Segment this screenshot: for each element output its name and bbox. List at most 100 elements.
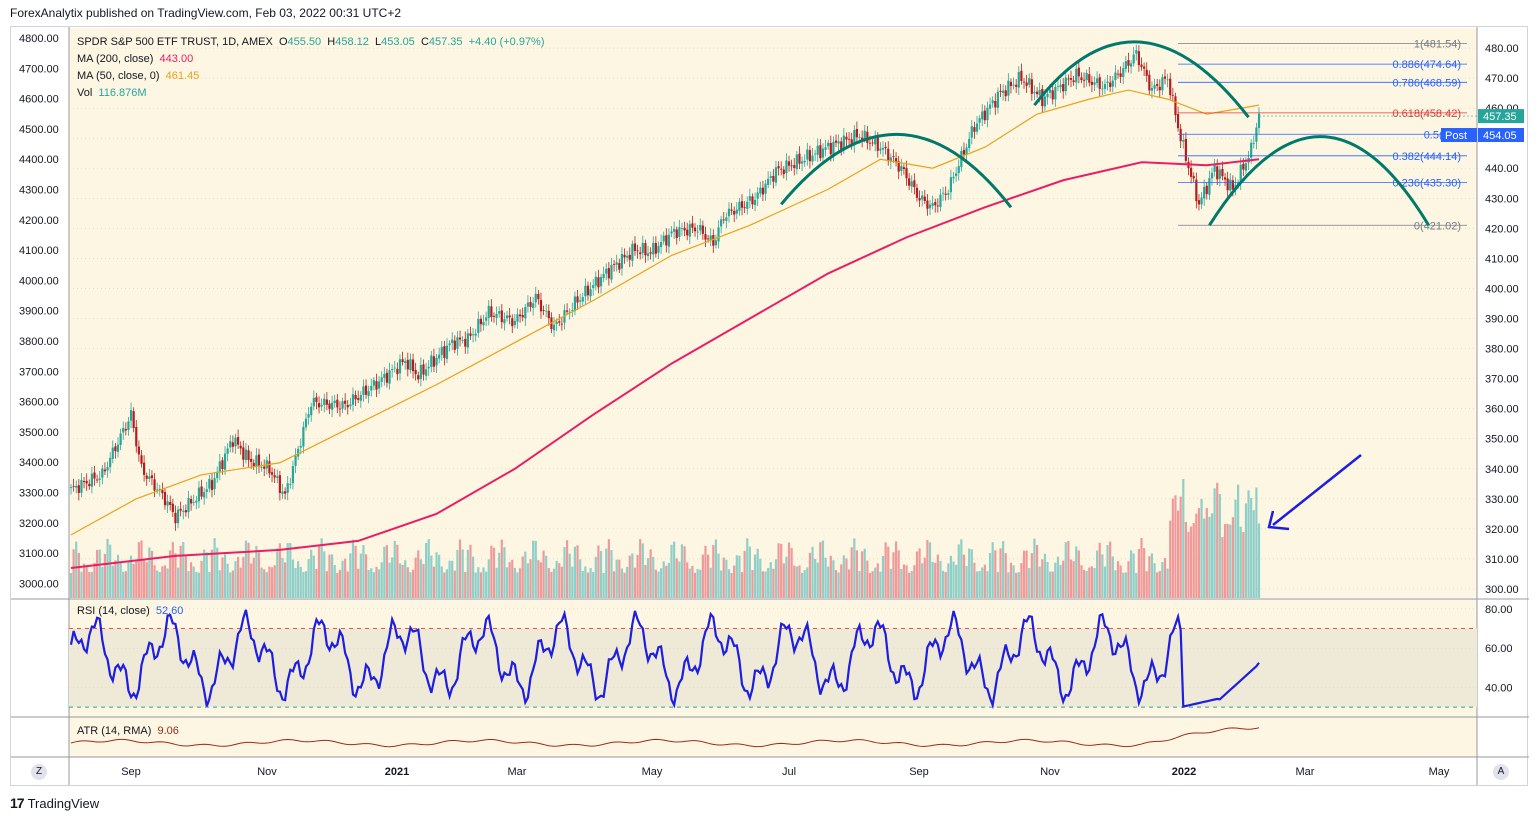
candle-body xyxy=(905,168,908,179)
candle-body xyxy=(787,161,791,166)
candle-body xyxy=(800,161,804,164)
volume-bar xyxy=(101,567,104,598)
candle-body xyxy=(148,476,151,479)
volume-bar xyxy=(654,569,657,598)
candle-body xyxy=(208,478,211,489)
candle-body xyxy=(558,321,561,323)
candle-body xyxy=(161,490,164,494)
candle-body xyxy=(218,461,221,473)
candle-body xyxy=(926,200,929,209)
candle-body xyxy=(1148,74,1151,91)
candle-body xyxy=(383,373,386,378)
legend-symbol[interactable]: SPDR S&P 500 ETF TRUST, 1D, AMEX xyxy=(77,36,273,48)
candle-body xyxy=(88,483,91,487)
volume-bar xyxy=(330,554,334,598)
volume-bar xyxy=(323,551,326,598)
candle-body xyxy=(414,370,417,375)
candle-body xyxy=(534,293,537,303)
candle-body xyxy=(1182,140,1185,142)
candle-body xyxy=(814,153,817,155)
volume-bar xyxy=(973,562,976,598)
candle-body xyxy=(77,485,80,494)
volume-bars xyxy=(69,479,1261,598)
volume-bar xyxy=(1255,487,1258,598)
candle-body xyxy=(485,317,488,321)
volume-bar xyxy=(477,567,480,598)
volume-bar xyxy=(304,571,308,598)
volume-bar xyxy=(599,550,603,598)
volume-bar xyxy=(291,559,295,598)
volume-bar xyxy=(404,560,407,598)
legend-low-label: L xyxy=(375,36,382,48)
candle-body xyxy=(1093,82,1096,85)
candle-body xyxy=(237,437,240,445)
candle-body xyxy=(701,225,704,234)
zoom-button-left[interactable]: Z xyxy=(31,764,47,780)
candle-body xyxy=(291,466,295,484)
rsi-legend[interactable]: RSI (14, close) 52.60 xyxy=(77,605,183,617)
candle-body xyxy=(135,427,138,447)
right-price-tick: 320.00 xyxy=(1485,524,1519,536)
chart-canvas[interactable]: 480.004800.00470.004700.00460.004600.004… xyxy=(11,27,1529,787)
candle-body xyxy=(114,446,117,452)
candle-body xyxy=(244,449,248,460)
candle-body xyxy=(1229,179,1232,191)
volume-bar xyxy=(644,564,647,598)
volume-bar xyxy=(1135,572,1138,598)
candle-body xyxy=(644,243,647,256)
candles xyxy=(69,44,1261,531)
volume-bar xyxy=(819,542,822,598)
candle-body xyxy=(1009,81,1013,87)
volume-bar xyxy=(129,555,133,598)
volume-bar xyxy=(597,545,600,598)
legend-vol-line[interactable]: Vol 116.876M xyxy=(77,85,545,102)
candle-body xyxy=(247,450,250,461)
volume-bar xyxy=(216,547,219,598)
volume-bar xyxy=(626,566,629,598)
volume-bar xyxy=(863,548,866,598)
volume-bar xyxy=(503,547,506,598)
volume-bar xyxy=(769,562,772,598)
auto-scale-button[interactable]: A xyxy=(1493,764,1509,780)
volume-bar xyxy=(688,568,691,598)
candle-body xyxy=(490,306,493,318)
candle-body xyxy=(281,491,284,494)
left-price-tick: 4100.00 xyxy=(19,245,59,257)
volume-bar xyxy=(265,572,268,598)
candle-body xyxy=(406,359,409,370)
candle-body xyxy=(1043,96,1046,107)
volume-bar xyxy=(438,554,441,598)
candle-body xyxy=(448,343,451,346)
volume-bar xyxy=(364,554,368,598)
candle-body xyxy=(393,367,396,369)
legend-ma50-line[interactable]: MA (50, close, 0) 461.45 xyxy=(77,68,545,85)
candle-body xyxy=(93,472,96,479)
chart-frame[interactable]: 480.004800.00470.004700.00460.004600.004… xyxy=(10,26,1529,787)
candle-body xyxy=(325,399,328,405)
volume-bar xyxy=(119,562,122,598)
volume-bar xyxy=(704,545,707,598)
volume-bar xyxy=(440,566,443,598)
candle-body xyxy=(1221,169,1224,177)
volume-bar xyxy=(234,561,237,598)
candle-body xyxy=(887,148,890,162)
legend-ma200-line[interactable]: MA (200, close) 443.00 xyxy=(77,51,545,68)
rsi-tick: 40.00 xyxy=(1485,683,1513,695)
candle-body xyxy=(584,285,587,297)
volume-bar xyxy=(391,557,394,598)
volume-bar xyxy=(774,559,778,598)
candle-body xyxy=(602,273,605,279)
volume-bar xyxy=(887,546,890,598)
candle-body xyxy=(440,347,443,355)
volume-bar xyxy=(1064,542,1067,598)
volume-bar xyxy=(1059,564,1062,598)
candle-body xyxy=(592,285,595,289)
volume-bar xyxy=(485,571,488,598)
atr-legend[interactable]: ATR (14, RMA) 9.06 xyxy=(77,725,179,737)
candle-body xyxy=(223,453,227,470)
volume-bar xyxy=(77,553,80,598)
candle-body xyxy=(1116,73,1120,75)
left-price-tick: 3700.00 xyxy=(19,366,59,378)
volume-bar xyxy=(868,572,872,598)
candle-body xyxy=(101,468,104,478)
